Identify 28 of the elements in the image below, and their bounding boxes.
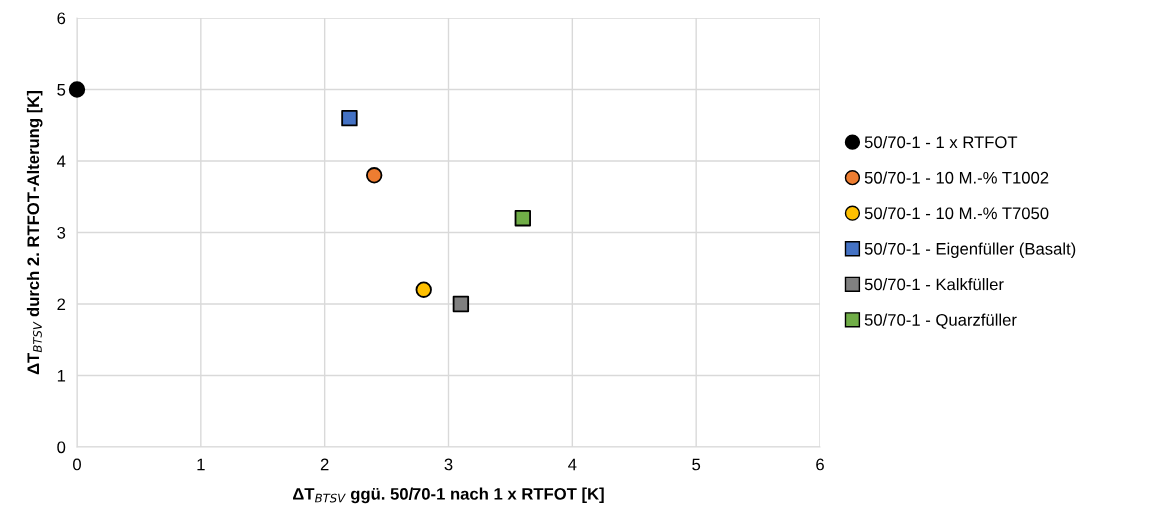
x-tick-label: 1: [197, 458, 205, 471]
point: [514, 210, 531, 227]
legend-label: 50/70-1 - Quarzfüller: [864, 313, 1017, 329]
point: [341, 109, 358, 127]
x-tick-label: 4: [568, 458, 577, 471]
y-tick-label: 0: [57, 441, 66, 454]
y-tick-label: 5: [57, 84, 66, 96]
x-axis-title: ΔT$_{BTSV}$ ggü. 50/70-1 nach 1 x RTFOT [K]: [293, 487, 604, 504]
point: [68, 81, 86, 98]
point: [415, 281, 432, 298]
y-tick-label: 6: [57, 12, 66, 25]
y-axis-title: ΔT$_{BTSV}$ durch 2. RTFOT-Alterung [K]: [26, 91, 43, 375]
x-tick-label: 2: [320, 458, 329, 471]
legend-label: 50/70-1 - Eigenfüller (Basalt): [864, 242, 1076, 259]
x-tick-label: 0: [73, 458, 81, 471]
legend-label: 50/70-1 - 10 M.-% T7050: [864, 206, 1049, 220]
x-tick-label: 5: [692, 458, 701, 471]
y-tick-label: 4: [57, 155, 66, 168]
legend-label: 50/70-1 - 10 M.-% T1002: [864, 171, 1049, 184]
point: [452, 295, 470, 313]
x-tick-label: 6: [816, 458, 824, 471]
legend-label: 50/70-1 - 1 x RTFOT: [864, 135, 1018, 149]
legend-label: 50/70-1 - Kalkfüller: [864, 278, 1004, 291]
y-tick-label: 3: [57, 226, 66, 239]
y-tick-label: 1: [57, 370, 66, 382]
point: [366, 167, 383, 184]
x-tick-label: 3: [444, 458, 453, 471]
y-tick-label: 2: [57, 298, 66, 311]
